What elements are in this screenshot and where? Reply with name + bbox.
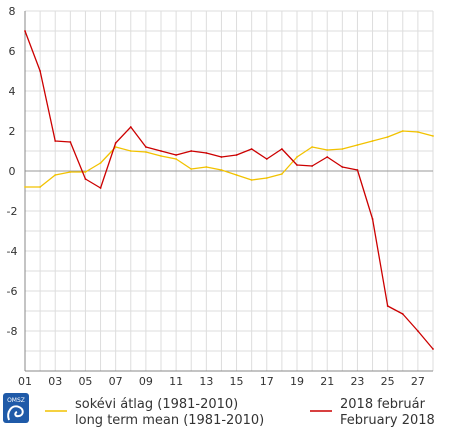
legend-label-february-2018-hu: 2018 február	[340, 397, 426, 412]
data-point-0	[39, 186, 42, 188]
x-tick-label: 01	[18, 375, 32, 388]
x-tick-label: 15	[230, 375, 244, 388]
data-point-1	[356, 169, 359, 171]
data-point-0	[69, 171, 72, 173]
data-point-1	[99, 187, 102, 189]
data-point-1	[54, 140, 57, 142]
series-lines	[24, 30, 434, 350]
x-tick-label: 27	[411, 375, 425, 388]
data-point-0	[160, 155, 162, 157]
omsz-logo: OMSZ	[3, 393, 29, 423]
x-tick-labels: 01 03 05 07 09 11 13 15 17 19 21 23 25 27	[18, 375, 425, 388]
series-line-1	[24, 30, 434, 350]
data-point-1	[326, 156, 329, 158]
x-tick-label: 05	[78, 375, 92, 388]
data-point-0	[220, 169, 223, 171]
data-point-1	[205, 152, 208, 154]
y-tick-labels: -8 -6 -4 -2 0 2 4 6 8	[7, 5, 18, 338]
legend-label-long-term-mean-hu: sokévi átlag (1981-2010)	[75, 397, 238, 412]
x-tick-label: 25	[381, 375, 395, 388]
x-tick-label: 13	[199, 375, 213, 388]
data-point-0	[129, 150, 132, 152]
data-point-0	[280, 173, 283, 175]
data-point-0	[326, 149, 329, 151]
data-point-0	[250, 179, 253, 181]
data-point-0	[386, 136, 389, 138]
omsz-logo-swirl-icon	[7, 405, 24, 421]
y-tick-label: 6	[9, 45, 16, 58]
x-tick-label: 23	[350, 375, 364, 388]
y-tick-label: -6	[7, 285, 18, 298]
y-tick-label: 0	[9, 165, 16, 178]
data-point-0	[24, 186, 26, 188]
data-point-0	[341, 148, 344, 150]
data-point-0	[371, 140, 374, 142]
data-point-0	[265, 177, 268, 179]
data-point-1	[69, 141, 72, 143]
data-point-1	[190, 150, 193, 152]
y-tick-label: 2	[9, 125, 16, 138]
x-tick-label: 07	[109, 375, 123, 388]
data-point-1	[129, 126, 132, 128]
data-point-1	[39, 70, 42, 72]
data-point-0	[432, 135, 434, 137]
y-tick-label: 4	[9, 85, 16, 98]
data-point-1	[265, 158, 268, 160]
axes	[24, 11, 433, 372]
data-point-0	[416, 131, 419, 133]
data-point-1	[114, 142, 117, 144]
data-point-1	[144, 146, 147, 148]
legend-label-february-2018-en: February 2018	[340, 413, 435, 428]
omsz-logo-badge	[3, 393, 29, 423]
y-tick-label: -8	[7, 325, 18, 338]
data-point-1	[401, 313, 404, 315]
legend: OMSZ sokévi átlag (1981-2010) long term …	[3, 393, 435, 428]
data-point-1	[371, 218, 374, 220]
x-tick-label: 17	[260, 375, 274, 388]
legend-label-long-term-mean-en: long term mean (1981-2010)	[75, 413, 264, 428]
data-point-1	[84, 178, 87, 180]
data-point-0	[205, 166, 208, 168]
data-point-0	[54, 174, 57, 176]
x-tick-label: 19	[290, 375, 304, 388]
data-point-0	[99, 162, 102, 164]
x-tick-label: 03	[48, 375, 62, 388]
data-point-0	[296, 156, 298, 158]
data-point-0	[190, 168, 193, 170]
data-point-1	[24, 30, 26, 32]
data-point-0	[311, 146, 314, 148]
data-point-1	[386, 305, 389, 307]
data-point-0	[84, 171, 87, 173]
data-point-1	[296, 164, 298, 166]
y-tick-label: -2	[7, 205, 18, 218]
data-point-0	[356, 144, 359, 146]
data-point-0	[175, 158, 178, 160]
x-tick-label: 09	[139, 375, 153, 388]
data-point-1	[160, 150, 162, 152]
series-line-0	[25, 130, 434, 188]
y-tick-label: 8	[9, 5, 16, 18]
data-point-1	[220, 156, 223, 158]
omsz-logo-text: OMSZ	[7, 397, 25, 404]
x-tick-label: 11	[169, 375, 183, 388]
data-point-1	[235, 154, 238, 156]
data-point-1	[311, 165, 314, 167]
data-point-0	[401, 130, 404, 132]
data-point-1	[250, 148, 253, 150]
data-point-1	[432, 348, 434, 350]
data-point-1	[341, 166, 344, 168]
data-point-0	[144, 151, 147, 153]
data-point-1	[175, 154, 178, 156]
data-point-1	[416, 330, 419, 332]
data-point-1	[280, 148, 283, 150]
data-point-0	[235, 174, 238, 176]
data-point-0	[114, 146, 117, 148]
y-tick-label: -4	[7, 245, 18, 258]
x-tick-label: 21	[320, 375, 334, 388]
